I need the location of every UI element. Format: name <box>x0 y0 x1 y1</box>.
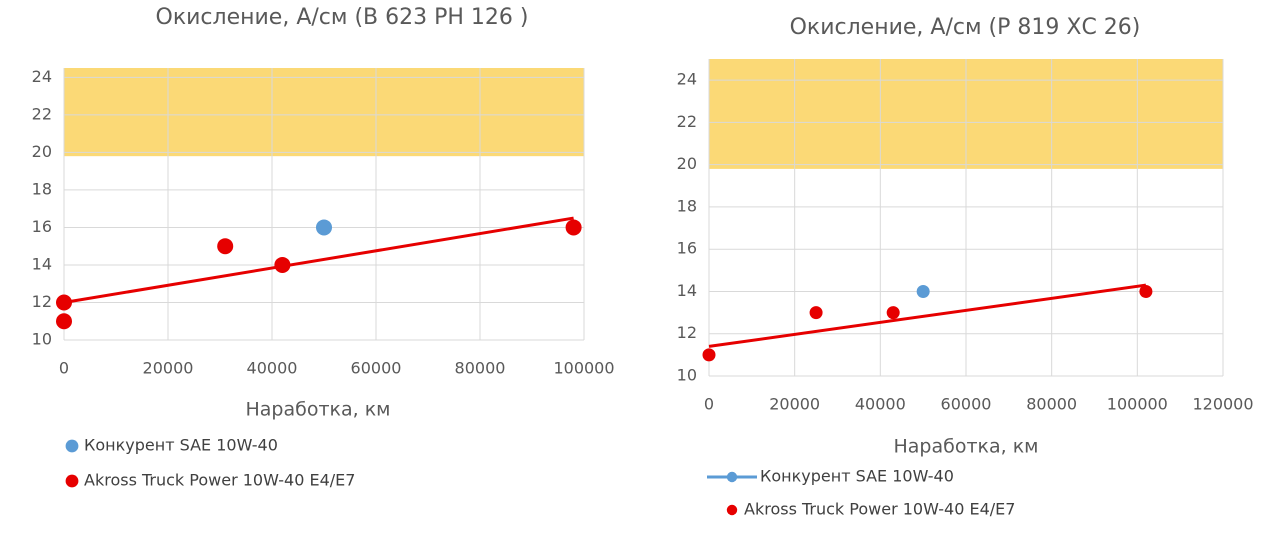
y-tick-label: 24 <box>677 70 697 89</box>
legend-marker <box>65 474 79 488</box>
data-point <box>56 313 72 330</box>
y-tick-label: 10 <box>677 366 697 385</box>
x-tick-label: 40000 <box>247 359 298 378</box>
y-tick-label: 20 <box>32 142 52 161</box>
y-tick-label: 12 <box>32 292 52 311</box>
legend-label: Akross Truck Power 10W-40 E4/E7 <box>744 500 1015 519</box>
chart-title: Окисление, А/см (В 623 РН 126 ) <box>156 5 529 30</box>
y-tick-label: 12 <box>677 323 697 342</box>
y-tick-label: 14 <box>32 254 52 273</box>
legend-label: Конкурент SAE 10W-40 <box>760 467 954 486</box>
legend-marker <box>726 504 738 516</box>
y-tick-label: 18 <box>677 196 697 215</box>
data-point <box>565 219 582 236</box>
trendline <box>708 283 1147 348</box>
y-tick-label: 22 <box>32 104 52 123</box>
x-tick-label: 20000 <box>143 359 194 378</box>
data-point <box>1139 284 1153 298</box>
legend-label: Конкурент SAE 10W-40 <box>84 436 278 455</box>
data-point <box>916 284 930 298</box>
data-point <box>809 306 823 320</box>
trendline <box>63 216 574 304</box>
x-axis-label: Наработка, км <box>245 399 390 421</box>
y-tick-label: 10 <box>32 330 52 349</box>
data-point <box>274 256 291 273</box>
x-axis-label: Наработка, км <box>893 436 1038 458</box>
legend-marker <box>726 471 738 483</box>
x-tick-label: 0 <box>704 395 714 414</box>
y-tick-label: 14 <box>677 281 697 300</box>
y-tick-label: 24 <box>32 67 52 86</box>
data-point <box>886 306 900 320</box>
data-point <box>217 238 234 255</box>
legend-marker <box>65 439 79 453</box>
x-tick-label: 60000 <box>941 395 992 414</box>
x-tick-label: 20000 <box>769 395 820 414</box>
y-tick-label: 16 <box>32 217 52 236</box>
data-point <box>56 294 72 311</box>
x-tick-label: 100000 <box>1107 395 1168 414</box>
data-point <box>702 348 716 362</box>
y-tick-label: 16 <box>677 239 697 258</box>
x-tick-label: 80000 <box>1026 395 1077 414</box>
x-tick-label: 100000 <box>553 359 614 378</box>
y-tick-label: 18 <box>32 179 52 198</box>
x-tick-label: 0 <box>59 359 69 378</box>
target-band <box>64 68 584 157</box>
x-tick-label: 60000 <box>351 359 402 378</box>
y-tick-label: 20 <box>677 154 697 173</box>
chart-title: Окисление, А/см (Р 819 ХС 26) <box>790 15 1141 40</box>
y-tick-label: 22 <box>677 112 697 131</box>
x-tick-label: 40000 <box>855 395 906 414</box>
legend-label: Akross Truck Power 10W-40 E4/E7 <box>84 471 355 490</box>
x-tick-label: 120000 <box>1192 395 1253 414</box>
x-tick-label: 80000 <box>455 359 506 378</box>
data-point <box>316 219 332 236</box>
